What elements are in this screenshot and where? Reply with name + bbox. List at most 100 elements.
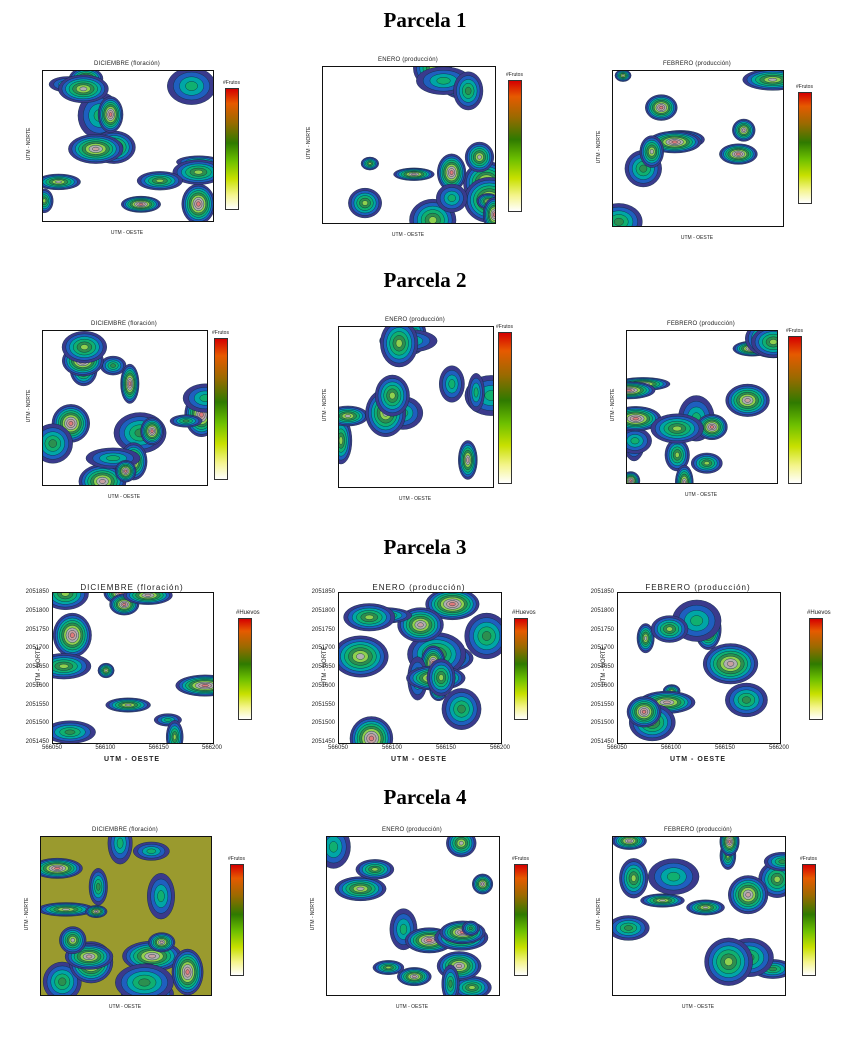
contour-blob: [339, 405, 369, 427]
contour-blob: [397, 967, 432, 986]
contour-ring: [473, 387, 479, 398]
contour-plot-area: [612, 70, 784, 227]
contour-ring: [411, 173, 417, 176]
contour-blob: [115, 963, 174, 995]
contour-ring: [64, 729, 76, 735]
colorbar-title: #Frutos: [800, 856, 817, 862]
contour-blob: [167, 71, 213, 105]
contour-ring: [613, 217, 624, 226]
contour-ring: [649, 149, 654, 155]
colorbar: [230, 864, 244, 976]
x-tick-label: 566050: [41, 745, 63, 751]
contour-blob: [182, 383, 207, 413]
contour-ring: [438, 674, 444, 681]
contour-ring: [639, 164, 648, 173]
contour-ring: [728, 839, 731, 844]
contour-ring: [449, 602, 456, 607]
contour-blob: [640, 893, 685, 908]
contour-blob: [136, 171, 183, 191]
panel-title: ENERO (producción): [382, 827, 442, 833]
contour-blob: [467, 373, 485, 412]
contour-blob: [725, 383, 770, 417]
contour-blob: [626, 696, 662, 728]
y-tick-label: 2051600: [590, 682, 614, 689]
x-axis-label: UTM - OESTE: [390, 756, 448, 763]
contour-blob: [393, 167, 435, 181]
contour-ring: [778, 859, 785, 864]
contour-blob: [725, 682, 768, 718]
contour-ring: [201, 684, 209, 687]
contour-blob: [439, 365, 465, 403]
colorbar: [802, 864, 816, 976]
contour-ring: [663, 700, 671, 704]
contour-plot-area: [612, 836, 786, 996]
contour-ring: [631, 874, 637, 882]
contour-map: [613, 837, 785, 986]
contour-blob: [181, 183, 213, 221]
contour-panel-p4-1: DICIEMBRE (floración) UTM - NORTE UTM - OE…: [0, 827, 270, 1038]
contour-ring: [155, 179, 164, 183]
contour-blob: [360, 156, 379, 171]
contour-ring: [626, 839, 632, 843]
colorbar: [508, 80, 522, 212]
contour-blob: [453, 71, 484, 111]
contour-panel-p2-1: DICIEMBRE (floración) UTM - NORTE UTM - OE…: [0, 318, 270, 528]
y-tick-label: 2051850: [25, 589, 49, 595]
contour-ring: [690, 615, 703, 627]
contour-blob: [53, 720, 96, 743]
contour-panel-p3-2: ENERO (producción) UTM - NORTE UTM - OESTE…: [290, 580, 560, 790]
contour-blob: [437, 153, 467, 192]
contour-ring: [61, 908, 71, 911]
panel-title: DICIEMBRE (floración): [80, 583, 184, 592]
colorbar: [514, 864, 528, 976]
contour-blob: [140, 417, 164, 446]
contour-ring: [185, 969, 190, 975]
y-axis-label: UTM - NORTE: [596, 897, 602, 931]
contour-ring: [144, 593, 152, 597]
contour-map: [41, 837, 204, 995]
contour-ring: [492, 212, 495, 217]
contour-ring: [682, 480, 686, 483]
contour-ring: [411, 975, 417, 978]
contour-blob: [58, 74, 109, 104]
contour-ring: [468, 926, 473, 931]
colorbar-title: #Frutos: [212, 330, 229, 336]
contour-blob: [68, 134, 124, 164]
contour-ring: [449, 170, 454, 175]
x-axis-label: UTM - OESTE: [103, 756, 161, 763]
contour-map: [327, 837, 494, 995]
contour-ring: [356, 653, 365, 660]
contour-ring: [199, 412, 204, 418]
contour-blob: [51, 404, 90, 443]
contour-ring: [724, 957, 733, 966]
contour-blob: [458, 440, 478, 480]
contour-blob: [461, 920, 480, 936]
contour-blob: [627, 427, 652, 454]
contour-ring: [702, 906, 709, 909]
y-axis-label: UTM - NORTE: [306, 126, 312, 160]
contour-ring: [726, 661, 735, 667]
contour-ring: [466, 457, 470, 463]
contour-ring: [632, 417, 639, 421]
colorbar-title: #Frutos: [506, 72, 523, 78]
contour-blob: [441, 964, 460, 995]
contour-ring: [96, 882, 101, 891]
contour-ring: [68, 421, 74, 426]
colorbar: [214, 338, 228, 480]
contour-blob: [334, 876, 387, 902]
contour-ring: [108, 112, 113, 117]
colorbar-title: #Huevos: [236, 610, 260, 616]
contour-ring: [43, 198, 46, 203]
contour-blob: [464, 612, 501, 660]
panel-title: DICIEMBRE (floración): [91, 321, 157, 327]
contour-blob: [97, 662, 115, 679]
panel-title: FEBRERO (producción): [645, 583, 751, 592]
y-axis-label: UTM - NORTE: [322, 388, 328, 422]
contour-blob: [380, 327, 419, 368]
contour-ring: [104, 669, 108, 672]
colorbar-title: #Frutos: [223, 80, 240, 86]
x-tick-label: 566050: [606, 745, 628, 751]
y-axis-label: UTM - NORTE: [26, 389, 32, 423]
contour-blob: [348, 187, 382, 219]
y-tick-label: 2051600: [25, 682, 49, 689]
